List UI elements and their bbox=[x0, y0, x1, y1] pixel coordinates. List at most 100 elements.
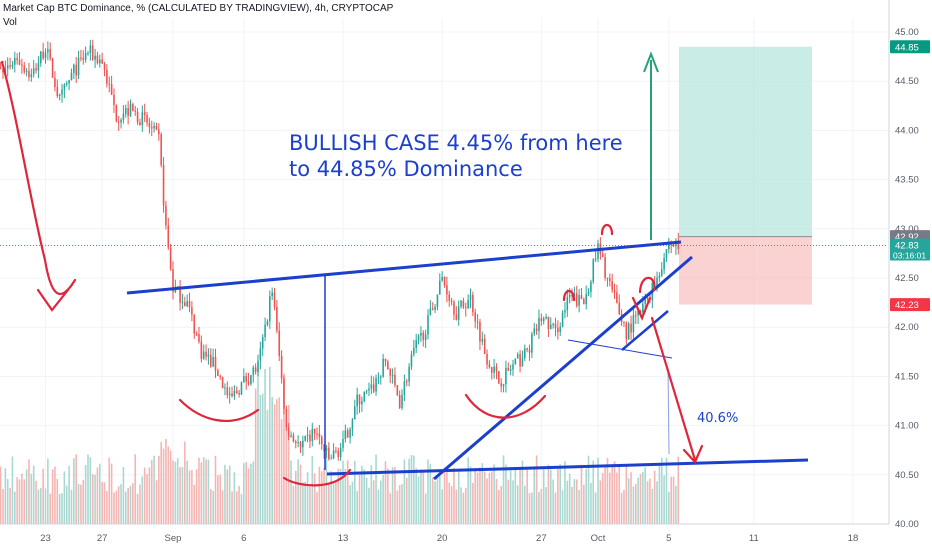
lower-support-line[interactable] bbox=[326, 458, 809, 476]
volume-bar bbox=[335, 482, 337, 524]
volume-bar bbox=[259, 394, 262, 524]
candle-body bbox=[625, 322, 628, 340]
candle-body bbox=[304, 435, 307, 441]
volume-bar bbox=[193, 485, 196, 524]
volume-bar bbox=[106, 490, 108, 524]
candle-body bbox=[632, 315, 635, 333]
volume-bar bbox=[120, 484, 122, 524]
candle-body bbox=[623, 321, 625, 323]
thin-trendline[interactable] bbox=[567, 339, 673, 359]
volume-bar bbox=[233, 472, 236, 524]
volume-bar bbox=[382, 474, 384, 524]
volume-bar bbox=[4, 468, 7, 524]
candle-body bbox=[533, 328, 536, 334]
candle-body bbox=[328, 447, 330, 459]
volume-bar bbox=[337, 468, 340, 524]
candle-body bbox=[498, 371, 500, 384]
symbol-title[interactable]: Market Cap BTC Dominance, % (CALCULATED … bbox=[3, 3, 394, 14]
volume-bar bbox=[35, 480, 37, 524]
target-arrow-head[interactable] bbox=[643, 51, 659, 73]
thin-vertical[interactable] bbox=[667, 367, 670, 455]
candle-body bbox=[65, 83, 68, 85]
candle-body bbox=[656, 277, 658, 288]
candle-body bbox=[299, 442, 302, 448]
candle-body bbox=[571, 294, 573, 297]
red-curve-left[interactable] bbox=[0, 60, 77, 295]
candle-body bbox=[4, 68, 7, 72]
candle-body bbox=[561, 312, 564, 327]
channel-line[interactable] bbox=[621, 310, 669, 351]
volume-label[interactable]: Vol bbox=[3, 17, 17, 28]
candle-body bbox=[84, 53, 87, 60]
red-tick[interactable] bbox=[631, 296, 652, 321]
candle-body bbox=[77, 57, 80, 76]
red-arc-2[interactable] bbox=[282, 468, 352, 487]
volume-bar bbox=[91, 474, 94, 524]
candle-body bbox=[106, 69, 108, 84]
volume-bar bbox=[243, 463, 245, 524]
volume-bar bbox=[410, 455, 413, 524]
candle-body bbox=[51, 58, 54, 78]
candle-body bbox=[316, 433, 318, 435]
position-zones bbox=[0, 46, 888, 305]
candle-body bbox=[505, 367, 507, 385]
upper-trendline[interactable] bbox=[126, 240, 682, 295]
candle-body bbox=[396, 385, 399, 395]
candle-body bbox=[559, 326, 562, 333]
candle-body bbox=[354, 406, 356, 420]
candle-body bbox=[547, 316, 550, 329]
volume-bar bbox=[387, 468, 389, 524]
candle-body bbox=[677, 240, 680, 249]
volume-bar bbox=[377, 489, 380, 524]
volume-bar bbox=[498, 490, 500, 524]
candle-body bbox=[372, 384, 375, 392]
y-tick-label: 45.00 bbox=[895, 27, 919, 38]
candle-body bbox=[287, 427, 290, 437]
candle-body bbox=[349, 429, 351, 438]
volume-bar bbox=[129, 485, 132, 524]
candle-body bbox=[25, 70, 28, 72]
drawings[interactable] bbox=[0, 51, 809, 487]
volume-bar bbox=[434, 481, 436, 524]
candle-body bbox=[568, 294, 571, 297]
volume-bar bbox=[58, 493, 61, 524]
rising-trendline[interactable] bbox=[433, 255, 693, 481]
candle-body bbox=[207, 354, 210, 357]
candle-body bbox=[89, 45, 92, 53]
red-arc-1[interactable] bbox=[178, 398, 260, 422]
candle-body bbox=[519, 354, 521, 367]
candle-body bbox=[483, 339, 486, 354]
candle-body bbox=[557, 327, 559, 333]
volume-bar bbox=[103, 482, 106, 524]
red-down-head[interactable] bbox=[682, 444, 704, 464]
red-hump-1[interactable] bbox=[562, 289, 576, 302]
candle-body bbox=[42, 51, 44, 59]
volume-bar bbox=[585, 468, 587, 524]
candle-body bbox=[195, 333, 198, 335]
volume-bar bbox=[601, 473, 604, 524]
red-down-arrow[interactable] bbox=[650, 316, 697, 462]
candle-body bbox=[224, 387, 226, 389]
candle-body bbox=[186, 301, 188, 307]
volume-bar bbox=[108, 457, 111, 524]
candle-body bbox=[592, 259, 595, 282]
volume-bar bbox=[439, 476, 441, 524]
volume-bar bbox=[384, 461, 387, 524]
volume-bar bbox=[474, 468, 477, 524]
candle-body bbox=[6, 65, 9, 69]
red-arrowhead-left[interactable] bbox=[36, 288, 70, 312]
red-hump-2[interactable] bbox=[600, 223, 614, 236]
volume-bar bbox=[287, 404, 290, 524]
volume-bar bbox=[280, 419, 283, 524]
red-arc-3[interactable] bbox=[464, 393, 547, 419]
volume-bar bbox=[309, 486, 311, 524]
candle-body bbox=[311, 428, 314, 442]
candle-body bbox=[578, 295, 580, 306]
red-hump-3[interactable] bbox=[638, 276, 656, 294]
candle-body bbox=[391, 374, 394, 376]
volume-bar bbox=[188, 470, 191, 524]
volume-bar bbox=[283, 373, 285, 524]
